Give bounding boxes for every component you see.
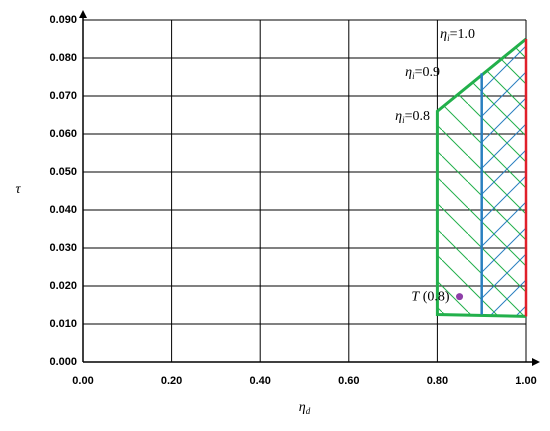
x-axis-arrow xyxy=(532,358,540,366)
sub: d xyxy=(306,406,311,416)
hatch-green xyxy=(437,39,526,317)
y-tick-label: 0.030 xyxy=(49,242,77,254)
subscript: i xyxy=(412,71,415,81)
y-axis-label: τ xyxy=(15,182,21,197)
y-tick-label: 0.060 xyxy=(49,128,77,140)
symbol: η xyxy=(395,109,402,124)
y-tick-label: 0.070 xyxy=(49,90,77,102)
suffix: =0.8 xyxy=(405,109,430,124)
y-axis-arrow xyxy=(79,10,87,18)
annotation: ηi=0.8 xyxy=(395,109,430,125)
y-tick-label: 0.020 xyxy=(49,280,77,292)
symbol: T xyxy=(411,290,420,305)
hatch xyxy=(437,39,526,317)
y-tick-label: 0.040 xyxy=(49,204,77,216)
y-tick-label: 0.050 xyxy=(49,166,77,178)
x-tick-label: 0.20 xyxy=(161,375,182,387)
x-tick-label: 1.00 xyxy=(515,375,536,387)
x-tick-label: 0.00 xyxy=(72,375,93,387)
symbol: η xyxy=(405,65,412,80)
y-tick-label: 0.000 xyxy=(49,356,77,368)
x-tick-label: 0.40 xyxy=(249,375,270,387)
y-tick-label: 0.090 xyxy=(49,14,77,26)
y-tick-label: 0.080 xyxy=(49,52,77,64)
symbol: η xyxy=(440,27,447,42)
suffix: (0.8) xyxy=(419,290,450,305)
symbol: η xyxy=(299,400,306,415)
suffix: =0.9 xyxy=(415,65,440,80)
suffix: =1.0 xyxy=(450,27,475,42)
annotation: ηi=1.0 xyxy=(440,27,475,43)
x-tick-label: 0.60 xyxy=(338,375,359,387)
x-axis-label: ηd xyxy=(299,400,311,416)
y-tick-label: 0.010 xyxy=(49,318,77,330)
point xyxy=(456,293,464,301)
subscript: i xyxy=(447,33,450,43)
hatch-blue xyxy=(481,39,526,317)
annotation: T (0.8) xyxy=(411,290,449,305)
annotation: ηi=0.9 xyxy=(405,65,440,81)
x-tick-label: 0.80 xyxy=(427,375,448,387)
subscript: i xyxy=(402,115,405,125)
